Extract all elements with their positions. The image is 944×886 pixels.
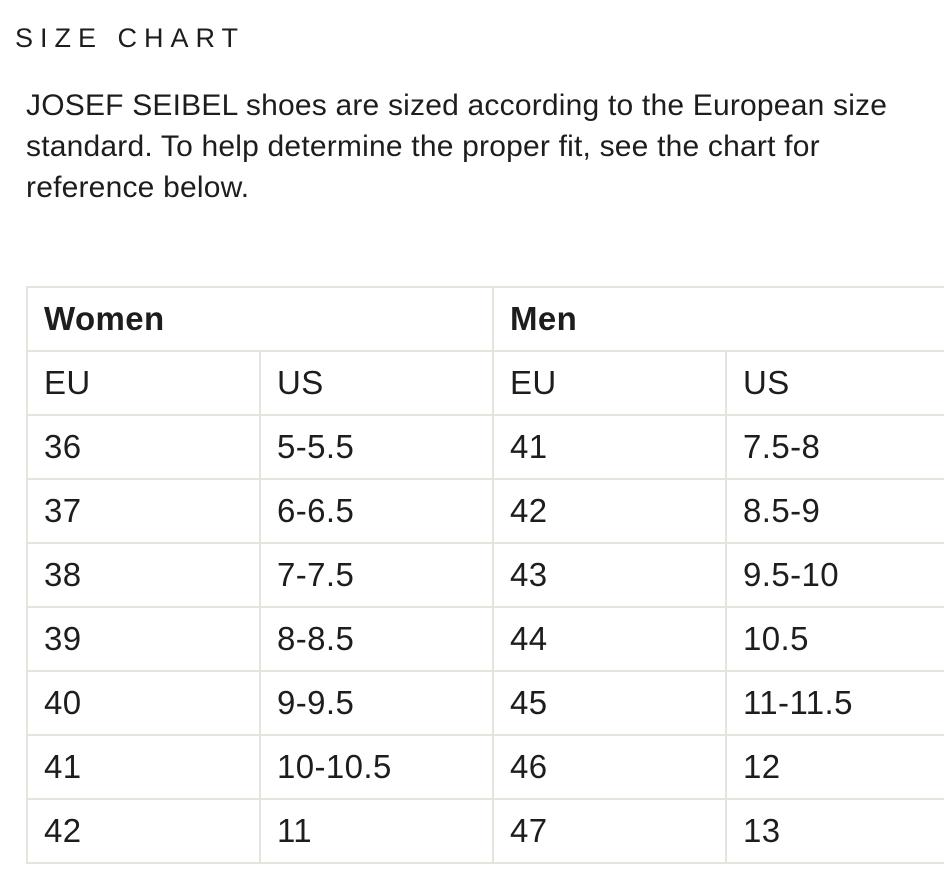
- men-us-value: 13: [724, 798, 944, 864]
- women-group-header: Women: [26, 286, 494, 352]
- table-row: 37 6-6.5 42 8.5-9: [26, 478, 944, 544]
- men-us-value: 8.5-9: [724, 478, 944, 544]
- intro-line-3: reference below.: [26, 171, 250, 204]
- women-eu-value: 37: [26, 478, 261, 544]
- women-eu-value: 36: [26, 414, 261, 480]
- table-row: 40 9-9.5 45 11-11.5: [26, 670, 944, 736]
- table-row: 36 5-5.5 41 7.5-8: [26, 414, 944, 480]
- column-header-row: EU US EU US: [26, 350, 944, 416]
- men-us-value: 7.5-8: [724, 414, 944, 480]
- men-us-column-header: US: [724, 350, 944, 416]
- women-eu-value: 41: [26, 734, 261, 800]
- page-title: SIZE CHART: [15, 23, 246, 53]
- women-eu-value: 38: [26, 542, 261, 608]
- men-eu-value: 46: [492, 734, 727, 800]
- women-us-value: 6-6.5: [259, 478, 494, 544]
- women-us-column-header: US: [259, 350, 494, 416]
- table-row: 38 7-7.5 43 9.5-10: [26, 542, 944, 608]
- women-us-value: 5-5.5: [259, 414, 494, 480]
- men-us-value: 9.5-10: [724, 542, 944, 608]
- men-eu-value: 47: [492, 798, 727, 864]
- women-us-value: 11: [259, 798, 494, 864]
- table-row: 39 8-8.5 44 10.5: [26, 606, 944, 672]
- women-eu-column-header: EU: [26, 350, 261, 416]
- women-eu-value: 39: [26, 606, 261, 672]
- size-chart-table: Women Men EU US EU US 36 5-5.5 41 7.5-8 …: [26, 286, 944, 864]
- women-us-value: 8-8.5: [259, 606, 494, 672]
- women-us-value: 9-9.5: [259, 670, 494, 736]
- group-header-row: Women Men: [26, 286, 944, 352]
- women-eu-value: 40: [26, 670, 261, 736]
- men-eu-value: 43: [492, 542, 727, 608]
- women-us-value: 10-10.5: [259, 734, 494, 800]
- men-eu-column-header: EU: [492, 350, 727, 416]
- men-eu-value: 41: [492, 414, 727, 480]
- men-eu-value: 42: [492, 478, 727, 544]
- men-eu-value: 44: [492, 606, 727, 672]
- women-us-value: 7-7.5: [259, 542, 494, 608]
- men-us-value: 11-11.5: [724, 670, 944, 736]
- intro-paragraph: JOSEF SEIBEL shoes are sized according t…: [26, 85, 887, 208]
- women-eu-value: 42: [26, 798, 261, 864]
- table-row: 42 11 47 13: [26, 798, 944, 864]
- intro-line-2: standard. To help determine the proper f…: [26, 130, 820, 163]
- intro-line-1: JOSEF SEIBEL shoes are sized according t…: [26, 89, 888, 122]
- men-us-value: 12: [724, 734, 944, 800]
- men-group-header: Men: [491, 286, 944, 352]
- men-us-value: 10.5: [724, 606, 944, 672]
- table-row: 41 10-10.5 46 12: [26, 734, 944, 800]
- men-eu-value: 45: [492, 670, 727, 736]
